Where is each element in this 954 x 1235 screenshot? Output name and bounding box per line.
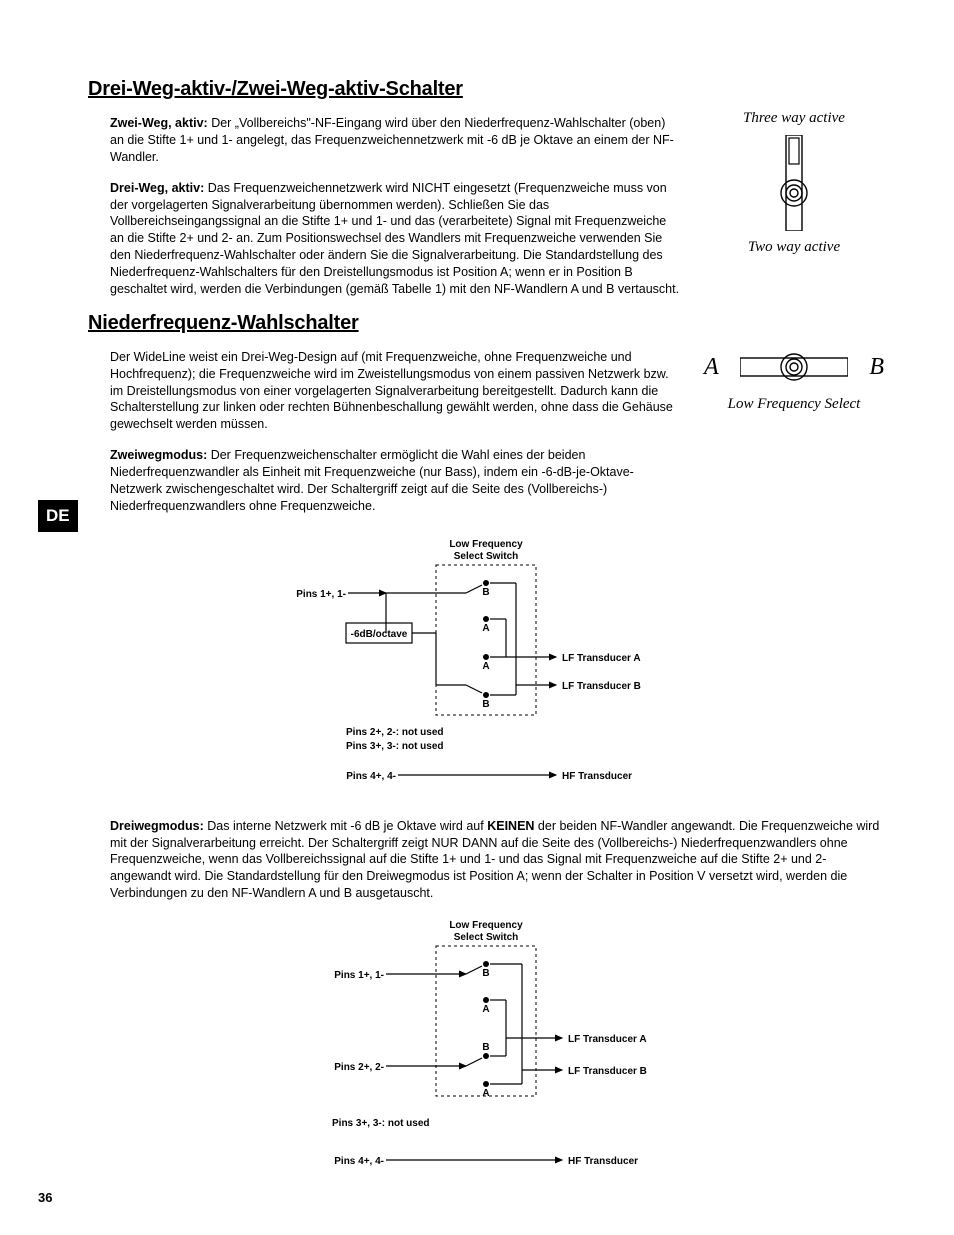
two-way-label: Two way active [704, 239, 884, 256]
d1-pins3: Pins 3+, 3-: not used [346, 741, 444, 752]
d1-B2: B [482, 699, 489, 710]
d1-pins1: Pins 1+, 1- [296, 589, 346, 600]
d2-pins2: Pins 2+, 2- [334, 1062, 384, 1073]
p2-lead: Drei-Weg, aktiv: [110, 181, 204, 195]
vertical-switch-icon [704, 135, 884, 231]
diagram-2: Low Frequency Select Switch Pins 1+, 1- … [88, 916, 884, 1191]
page: DE Drei-Weg-aktiv-/Zwei-Weg-aktiv-Schalt… [0, 0, 954, 1235]
three-way-label: Three way active [704, 110, 884, 127]
d2-hf: HF Transducer [568, 1156, 638, 1167]
p2-text: Das Frequenzweichennetzwerk wird NICHT e… [110, 181, 679, 296]
section-1-heading: Drei-Weg-aktiv-/Zwei-Weg-aktiv-Schalter [88, 78, 680, 101]
lf-select-label: Low Frequency Select [704, 396, 884, 413]
s2p2-lead: Zweiwegmodus: [110, 448, 207, 462]
section-1-paragraph-1: Zwei-Weg, aktiv: Der „Vollbereichs"-NF-E… [110, 115, 680, 166]
d1-title2: Select Switch [454, 551, 518, 562]
d2-B1: B [482, 968, 489, 979]
d1-title1: Low Frequency [449, 539, 523, 550]
section-2: Niederfrequenz-Wahlschalter Der WideLine… [88, 312, 884, 529]
d2-lfA: LF Transducer A [568, 1034, 647, 1045]
d2-lfB: LF Transducer B [568, 1066, 647, 1077]
section-2-heading: Niederfrequenz-Wahlschalter [88, 312, 680, 335]
section-2-main: Niederfrequenz-Wahlschalter Der WideLine… [88, 312, 680, 529]
d2-A2: A [482, 1088, 489, 1099]
label-b: B [869, 354, 884, 381]
d2-title2: Select Switch [454, 932, 518, 943]
d1-hf: HF Transducer [562, 771, 632, 782]
d2-A1: A [482, 1004, 489, 1015]
page-number: 36 [38, 1190, 52, 1205]
horizontal-switch-icon: A B [704, 348, 884, 388]
section-2-paragraph-3: Dreiwegmodus: Das interne Netzwerk mit -… [110, 818, 884, 902]
s2p3-lead: Dreiwegmodus: [110, 819, 204, 833]
d2-B2: B [482, 1042, 489, 1053]
d2-pins1: Pins 1+, 1- [334, 970, 384, 981]
d2-pins4: Pins 4+, 4- [334, 1156, 384, 1167]
label-a: A [704, 354, 719, 381]
d1-A2: A [482, 661, 489, 672]
s2p3-a: Das interne Netzwerk mit -6 dB je Oktave… [204, 819, 487, 833]
s2p3-b: KEINEN [487, 819, 534, 833]
d2-title1: Low Frequency [449, 920, 523, 931]
section-1: Drei-Weg-aktiv-/Zwei-Weg-aktiv-Schalter … [88, 78, 884, 312]
d1-box: -6dB/octave [351, 629, 408, 640]
section-2-paragraph-1: Der WideLine weist ein Drei-Weg-Design a… [110, 349, 680, 433]
diagram-1: Low Frequency Select Switch Pins 1+, 1- … [88, 535, 884, 800]
d1-B1: B [482, 587, 489, 598]
section-2-paragraph-2: Zweiwegmodus: Der Frequenzweichenschalte… [110, 447, 680, 515]
d1-pins4: Pins 4+, 4- [346, 771, 396, 782]
section-2-side-figure: A B Low Frequency Select [704, 312, 884, 529]
d1-lfA: LF Transducer A [562, 653, 641, 664]
section-1-main: Drei-Weg-aktiv-/Zwei-Weg-aktiv-Schalter … [88, 78, 680, 312]
d1-A1: A [482, 623, 489, 634]
section-1-side-figure: Three way active Two way active [704, 78, 884, 312]
d1-lfB: LF Transducer B [562, 681, 641, 692]
p1-lead: Zwei-Weg, aktiv: [110, 116, 208, 130]
section-1-paragraph-2: Drei-Weg, aktiv: Das Frequenzweichennetz… [110, 180, 680, 298]
d1-pins2: Pins 2+, 2-: not used [346, 727, 444, 738]
language-tab: DE [38, 500, 78, 532]
d2-pins3: Pins 3+, 3-: not used [332, 1118, 430, 1129]
